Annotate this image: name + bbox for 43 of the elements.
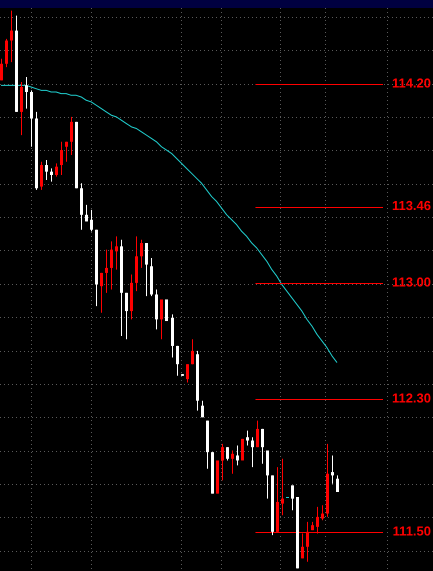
candlestick xyxy=(186,364,190,383)
candlestick xyxy=(90,209,94,232)
candlestick xyxy=(280,458,284,516)
candlestick xyxy=(124,292,128,340)
candlestick xyxy=(84,204,88,222)
candlestick xyxy=(256,420,260,448)
candlestick xyxy=(44,160,48,180)
y-tick-label: 114.20 xyxy=(392,75,431,90)
y-tick-label: 112.30 xyxy=(392,390,431,406)
candlestick xyxy=(140,239,144,268)
candlestick xyxy=(336,474,340,492)
candlestick xyxy=(24,76,28,110)
candlestick xyxy=(50,168,54,182)
candlestick xyxy=(160,298,164,340)
y-tick-label: 113.46 xyxy=(392,198,431,214)
candlestick xyxy=(40,161,44,190)
candlestick xyxy=(236,445,240,466)
candlestick xyxy=(220,443,224,481)
candlestick xyxy=(320,504,324,521)
candlestick xyxy=(64,141,68,162)
candlestick xyxy=(246,430,250,446)
candlestick xyxy=(230,450,234,474)
y-tick-label: 113.00 xyxy=(392,274,431,290)
candlestick xyxy=(176,345,180,376)
candlestick xyxy=(110,240,114,290)
candlestick xyxy=(260,428,264,464)
y-tick-label: 111.50 xyxy=(392,523,431,538)
candlestick xyxy=(70,116,74,156)
candlestick xyxy=(144,242,148,297)
candlestick xyxy=(114,236,118,270)
candlestick xyxy=(104,249,108,294)
candlestick xyxy=(60,141,64,176)
candlestick xyxy=(100,272,104,314)
candlestick xyxy=(10,10,14,63)
candlestick xyxy=(200,400,204,418)
candlestick xyxy=(250,436,254,468)
candlestick xyxy=(0,58,4,81)
candlestick xyxy=(330,454,334,484)
candlestick xyxy=(54,162,58,178)
candlestick xyxy=(290,484,294,511)
candlestick xyxy=(226,446,230,461)
candlestick xyxy=(190,338,194,365)
candlestick xyxy=(4,38,8,68)
